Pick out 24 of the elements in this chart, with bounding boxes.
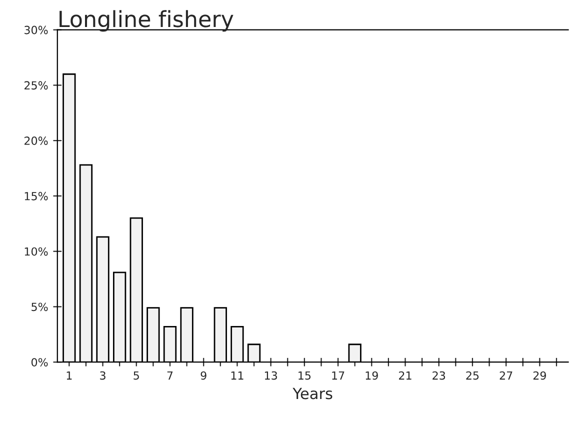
x-tick-label: 13 [264,371,277,380]
x-tick-label: 3 [100,371,106,380]
x-tick-label: 17 [332,371,344,380]
y-tick-label: 15% [24,192,48,200]
y-tick-label: 0% [31,358,48,366]
x-tick-label: 21 [399,371,412,380]
y-tick-label: 20% [24,136,48,145]
x-tick-label: 25 [466,371,479,380]
y-tick-label: 5% [32,302,48,312]
x-tick-label: 7 [167,371,173,380]
y-tick-label: 10% [24,247,48,256]
x-tick-label: 19 [366,371,378,380]
x-tick-label: 9 [200,371,206,380]
x-tick-label: 11 [231,371,244,380]
x-tick-label: 5 [134,371,139,380]
x-tick-label: 23 [432,371,446,380]
y-tick-label: 30% [24,26,48,34]
y-tick-label: 25% [24,81,48,90]
x-tick-label: 1 [66,371,72,380]
x-tick-label: 29 [533,371,546,380]
x-tick-label: 27 [500,371,512,380]
x-tick-label: 15 [298,371,311,380]
chart-title: Longline fishery [60,10,234,32]
x-axis-title: Years [292,388,332,400]
